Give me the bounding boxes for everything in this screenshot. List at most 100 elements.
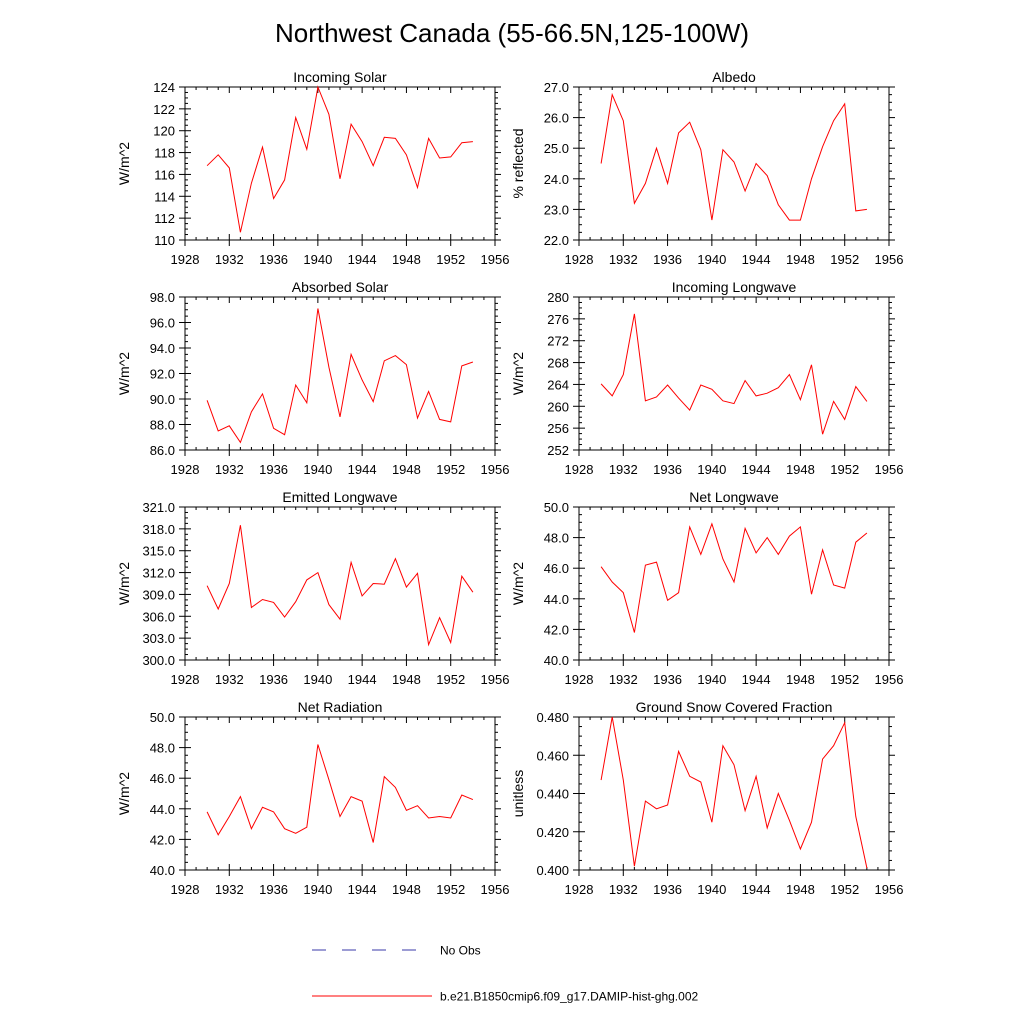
x-tick-label: 1952 bbox=[436, 462, 465, 477]
x-tick-label: 1952 bbox=[830, 252, 859, 267]
panel-title: Incoming Solar bbox=[293, 69, 387, 85]
y-tick-label: 26.0 bbox=[544, 111, 569, 126]
panel-title: Absorbed Solar bbox=[292, 279, 389, 295]
x-tick-label: 1936 bbox=[259, 672, 288, 687]
x-tick-label: 1928 bbox=[171, 672, 200, 687]
y-tick-label: 40.0 bbox=[544, 653, 569, 668]
y-tick-label: 276 bbox=[547, 312, 569, 327]
series-line bbox=[206, 308, 474, 444]
x-tick-label: 1944 bbox=[742, 462, 771, 477]
x-tick-label: 1936 bbox=[653, 462, 682, 477]
y-axis-label: W/m^2 bbox=[116, 562, 132, 605]
x-tick-label: 1952 bbox=[830, 882, 859, 897]
x-tick-label: 1932 bbox=[215, 672, 244, 687]
x-tick-label: 1948 bbox=[392, 882, 421, 897]
panel-7: Net Radiation W/m^2 1928 1932 1936 1940 1944 19… bbox=[116, 699, 509, 897]
y-axis-label: W/m^2 bbox=[116, 772, 132, 815]
plot-frame bbox=[578, 296, 890, 451]
panel-title: Incoming Longwave bbox=[672, 279, 797, 295]
x-tick-label: 1952 bbox=[436, 252, 465, 267]
y-tick-label: 92.0 bbox=[150, 367, 175, 382]
x-tick-label: 1928 bbox=[171, 252, 200, 267]
y-tick-label: 303.0 bbox=[142, 631, 175, 646]
panel-4: Incoming Longwave W/m^2 1928 1932 1936 1940 19… bbox=[510, 279, 903, 477]
legend-obs-label: No Obs bbox=[440, 944, 481, 958]
y-axis-label: % reflected bbox=[510, 128, 526, 198]
panel-6: Net Longwave W/m^2 1928 1932 1936 1940 1944 194… bbox=[510, 489, 903, 687]
x-tick-label: 1956 bbox=[875, 672, 904, 687]
x-tick-label: 1928 bbox=[565, 672, 594, 687]
x-tick-label: 1956 bbox=[481, 672, 510, 687]
y-axis-label: W/m^2 bbox=[510, 352, 526, 395]
y-axis-label: W/m^2 bbox=[510, 562, 526, 605]
y-tick-label: 252 bbox=[547, 443, 569, 458]
y-tick-label: 50.0 bbox=[544, 500, 569, 515]
y-tick-label: 312.0 bbox=[142, 566, 175, 581]
plot-frame bbox=[184, 716, 496, 871]
x-tick-label: 1948 bbox=[786, 462, 815, 477]
panel-1: Incoming Solar W/m^2 1928 1932 1936 1940 1944 1… bbox=[116, 69, 509, 267]
x-tick-label: 1940 bbox=[303, 252, 332, 267]
x-tick-label: 1932 bbox=[609, 882, 638, 897]
plot-frame bbox=[184, 296, 496, 451]
x-tick-label: 1956 bbox=[481, 252, 510, 267]
series-line bbox=[600, 522, 868, 633]
x-tick-label: 1944 bbox=[348, 252, 377, 267]
y-tick-label: 48.0 bbox=[544, 531, 569, 546]
y-tick-label: 272 bbox=[547, 334, 569, 349]
x-tick-label: 1940 bbox=[303, 882, 332, 897]
y-tick-label: 315.0 bbox=[142, 544, 175, 559]
x-tick-label: 1940 bbox=[303, 672, 332, 687]
x-tick-label: 1944 bbox=[348, 672, 377, 687]
y-tick-label: 88.0 bbox=[150, 418, 175, 433]
x-tick-label: 1952 bbox=[830, 672, 859, 687]
x-tick-label: 1952 bbox=[436, 672, 465, 687]
x-tick-label: 1928 bbox=[565, 252, 594, 267]
x-tick-label: 1956 bbox=[875, 252, 904, 267]
x-tick-label: 1956 bbox=[875, 462, 904, 477]
y-tick-label: 110 bbox=[154, 233, 175, 248]
y-tick-label: 118 bbox=[154, 146, 175, 161]
y-tick-label: 122 bbox=[153, 102, 175, 117]
x-tick-label: 1944 bbox=[742, 672, 771, 687]
y-tick-label: 44.0 bbox=[150, 802, 175, 817]
x-tick-label: 1936 bbox=[653, 882, 682, 897]
y-tick-label: 42.0 bbox=[544, 622, 569, 637]
y-tick-label: 46.0 bbox=[544, 561, 569, 576]
y-tick-label: 268 bbox=[547, 356, 569, 371]
x-tick-label: 1936 bbox=[259, 462, 288, 477]
x-tick-label: 1932 bbox=[609, 462, 638, 477]
series-line bbox=[600, 313, 868, 435]
y-tick-label: 124 bbox=[153, 80, 175, 95]
panel-title: Albedo bbox=[712, 69, 756, 85]
series-line bbox=[206, 744, 474, 843]
y-tick-label: 42.0 bbox=[150, 832, 175, 847]
y-tick-label: 0.480 bbox=[536, 710, 569, 725]
x-tick-label: 1928 bbox=[565, 882, 594, 897]
x-tick-label: 1932 bbox=[215, 462, 244, 477]
x-tick-label: 1944 bbox=[348, 882, 377, 897]
legend: No Obs b.e21.B1850cmip6.f09_g17.DAMIP-hi… bbox=[312, 944, 698, 1004]
y-axis-label: W/m^2 bbox=[116, 352, 132, 395]
panel-2: Albedo % reflected 1928 1932 1936 1940 1944 194… bbox=[510, 69, 903, 267]
y-tick-label: 44.0 bbox=[544, 592, 569, 607]
y-tick-label: 48.0 bbox=[150, 741, 175, 756]
y-tick-label: 46.0 bbox=[150, 771, 175, 786]
x-tick-label: 1948 bbox=[392, 462, 421, 477]
y-tick-label: 22.0 bbox=[544, 233, 569, 248]
y-tick-label: 50.0 bbox=[150, 710, 175, 725]
x-tick-label: 1940 bbox=[697, 462, 726, 477]
y-tick-label: 40.0 bbox=[150, 863, 175, 878]
y-tick-label: 98.0 bbox=[150, 290, 175, 305]
y-tick-label: 260 bbox=[547, 399, 569, 414]
y-tick-label: 256 bbox=[547, 421, 569, 436]
y-tick-label: 112 bbox=[154, 211, 175, 226]
y-tick-label: 23.0 bbox=[544, 202, 569, 217]
x-tick-label: 1948 bbox=[786, 672, 815, 687]
series-line bbox=[600, 716, 868, 869]
x-tick-label: 1932 bbox=[609, 672, 638, 687]
plot-frame bbox=[184, 86, 496, 241]
y-tick-label: 0.420 bbox=[536, 825, 569, 840]
figure-title: Northwest Canada (55-66.5N,125-100W) bbox=[275, 18, 749, 48]
